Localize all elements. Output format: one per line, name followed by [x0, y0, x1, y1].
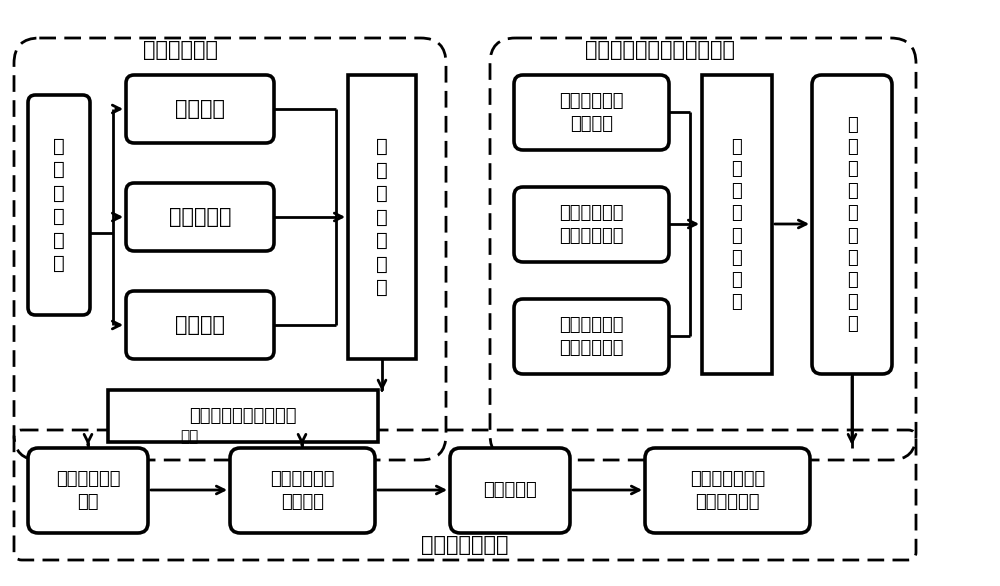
Text: 三轴加工中心
结构分析: 三轴加工中心 结构分析 [559, 93, 624, 132]
Text: 各项误差均值
采样: 各项误差均值 采样 [56, 471, 120, 510]
Text: 空
间
误
差
均
值
模
型: 空 间 误 差 均 值 模 型 [732, 138, 742, 311]
Bar [348, 75, 416, 359]
Text: 误差多次测量: 误差多次测量 [143, 40, 218, 60]
FancyBboxPatch shape [126, 75, 274, 143]
FancyBboxPatch shape [126, 291, 274, 359]
Text: 输入: 输入 [180, 429, 198, 444]
Text: 三
轴
加
工
中
心: 三 轴 加 工 中 心 [53, 137, 65, 273]
Text: 直线度误差: 直线度误差 [169, 207, 231, 227]
Text: 各项误差对综合
空间误差影响: 各项误差对综合 空间误差影响 [690, 471, 765, 510]
Text: 综
合
空
间
误
差
均
值
模
型: 综 合 空 间 误 差 均 值 模 型 [847, 115, 857, 333]
FancyBboxPatch shape [230, 448, 375, 533]
Text: 三轴加工中心
拓扑结构建立: 三轴加工中心 拓扑结构建立 [559, 205, 624, 244]
Text: 各
误
差
均
值
计
算: 各 误 差 均 值 计 算 [376, 137, 388, 297]
Text: 定位误差: 定位误差 [175, 99, 225, 119]
FancyBboxPatch shape [514, 187, 669, 262]
Bar [108, 390, 378, 442]
FancyBboxPatch shape [28, 95, 90, 315]
Text: 三轴加工中心
特征矩阵建立: 三轴加工中心 特征矩阵建立 [559, 316, 624, 357]
Text: 综合空间误差均值模型建立: 综合空间误差均值模型建立 [585, 40, 735, 60]
FancyBboxPatch shape [450, 448, 570, 533]
Text: 敏感度分析: 敏感度分析 [483, 482, 537, 499]
FancyBboxPatch shape [514, 75, 669, 150]
FancyBboxPatch shape [28, 448, 148, 533]
Text: 误差均值分布区间确定: 误差均值分布区间确定 [189, 407, 297, 425]
FancyBboxPatch shape [645, 448, 810, 533]
FancyBboxPatch shape [514, 299, 669, 374]
FancyBboxPatch shape [812, 75, 892, 374]
FancyBboxPatch shape [126, 183, 274, 251]
Bar [702, 75, 772, 374]
Text: 综合空间误差
均值模型: 综合空间误差 均值模型 [270, 471, 335, 510]
Text: 关键误差源识别: 关键误差源识别 [421, 535, 509, 555]
Text: 角度误差: 角度误差 [175, 315, 225, 335]
